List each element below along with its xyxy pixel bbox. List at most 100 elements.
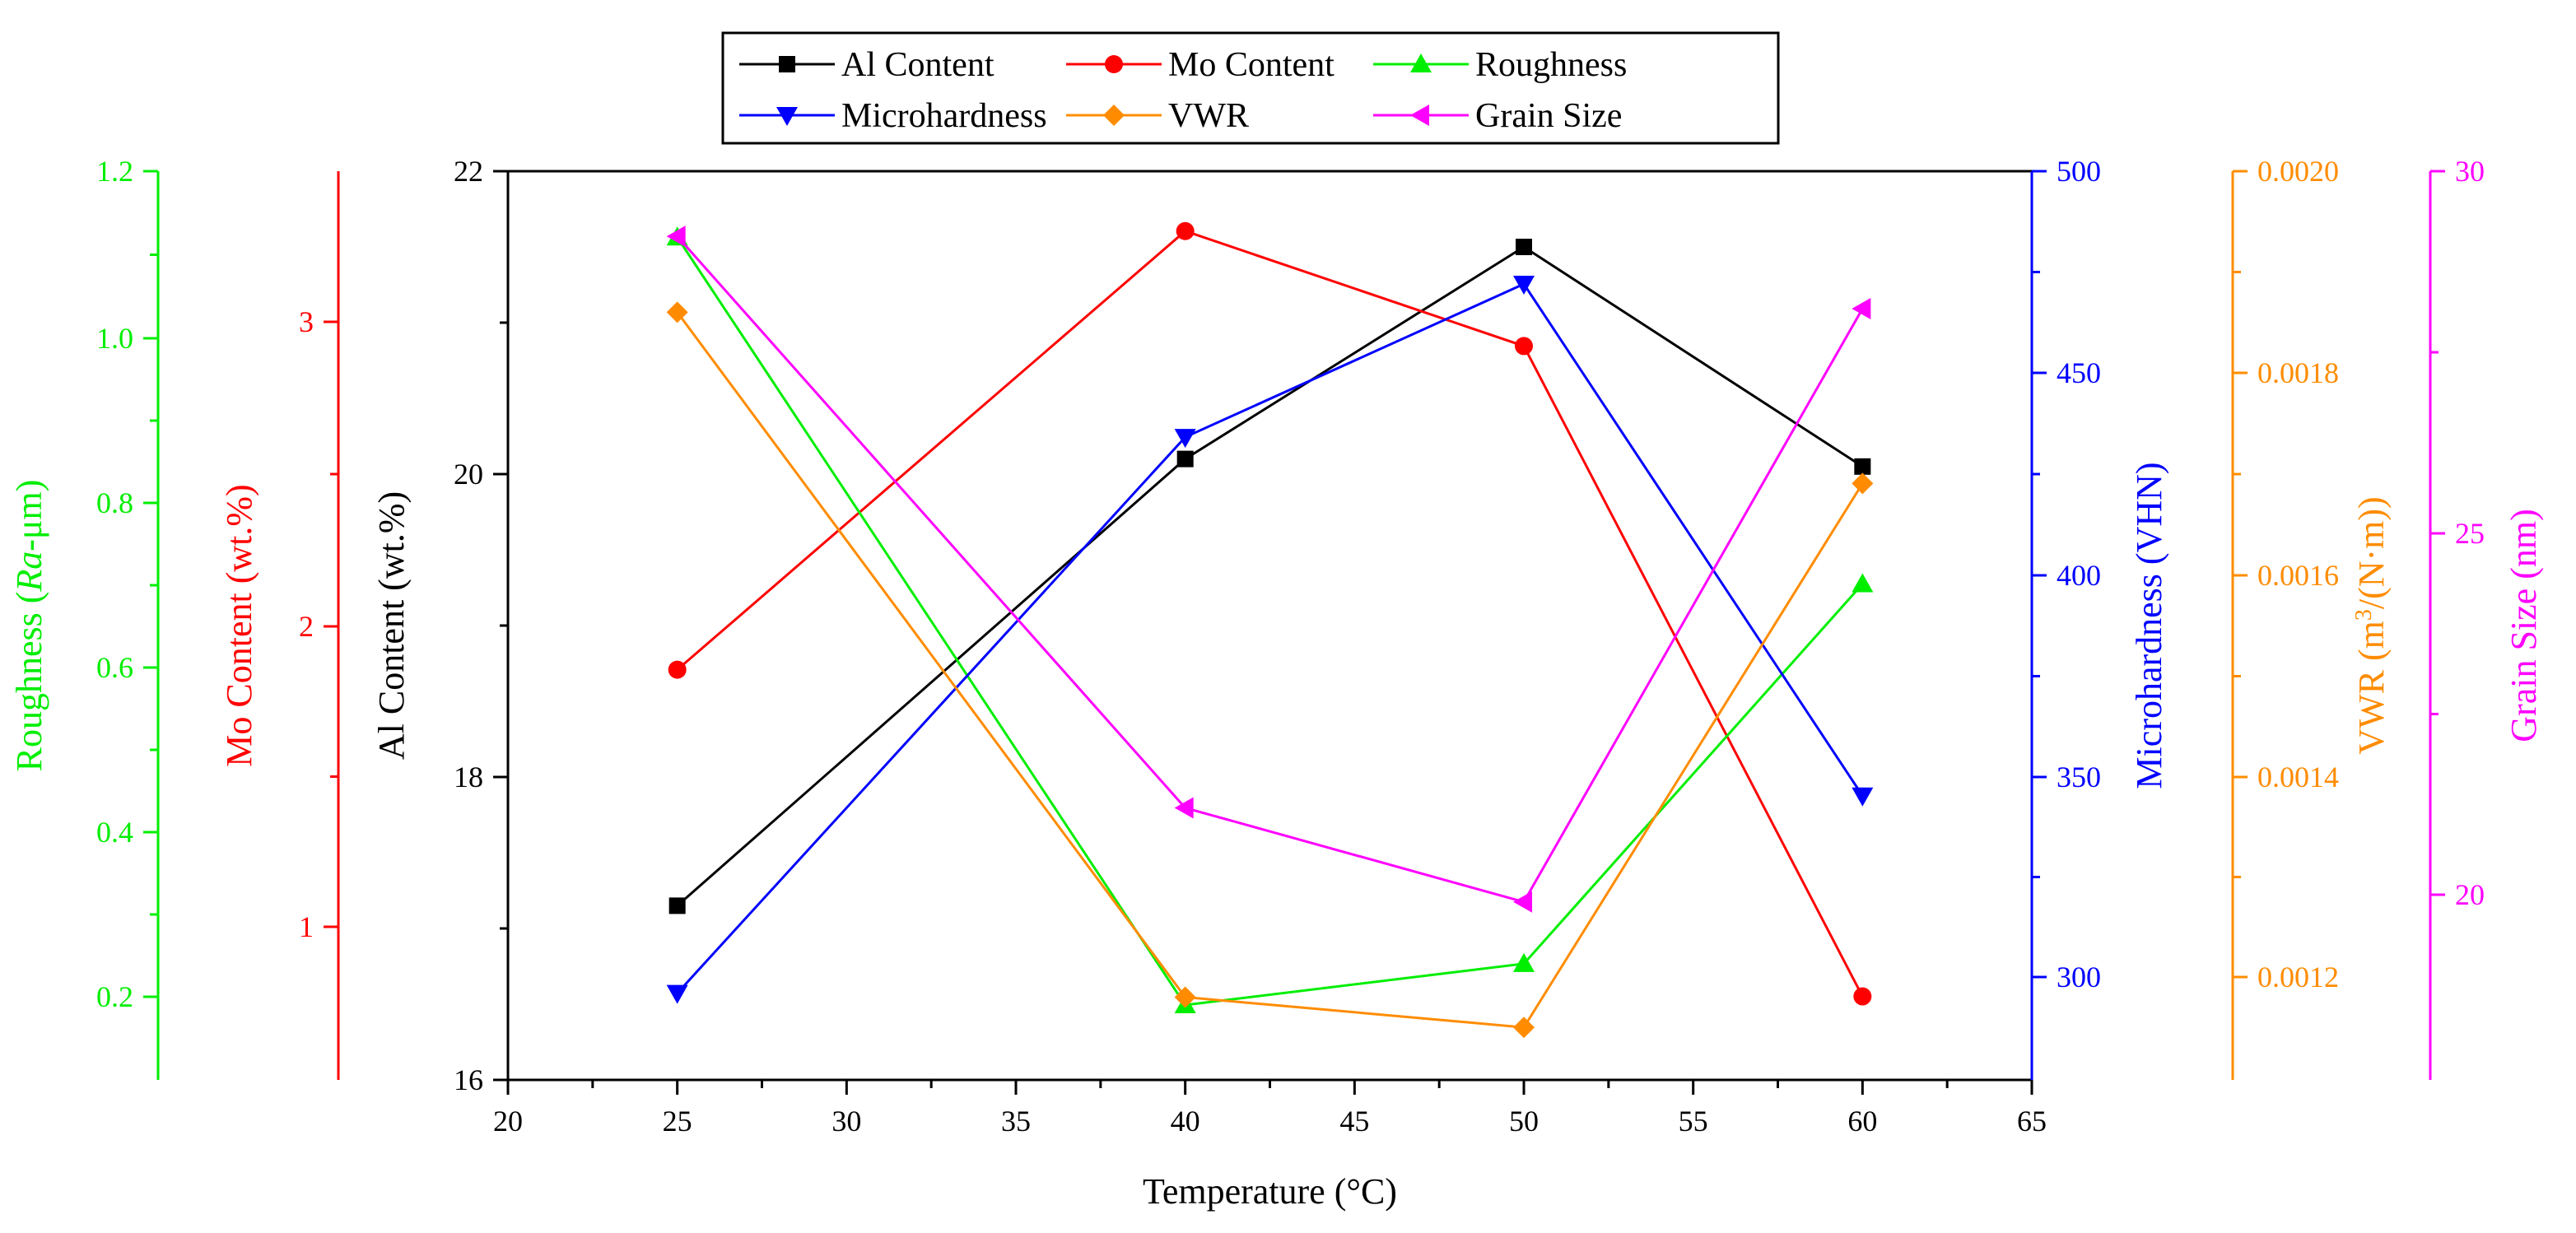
x-tick-label: 30 <box>831 1105 861 1138</box>
legend-item: Al Content <box>739 46 995 84</box>
grain-tick-label: 20 <box>2455 878 2485 911</box>
data-point <box>1852 298 1871 320</box>
x-tick-label: 40 <box>1171 1105 1200 1138</box>
series-al-content <box>668 239 1871 914</box>
series-line <box>676 235 1864 904</box>
legend-swatch-marker <box>1103 105 1125 126</box>
legend-label: Grain Size <box>1475 97 1622 135</box>
data-point <box>668 897 686 914</box>
roughness-tick-label: 0.2 <box>96 980 133 1013</box>
data-point <box>1853 987 1872 1006</box>
data-point <box>1515 337 1533 356</box>
data-point <box>1513 952 1535 972</box>
vwr-tick-label: 0.0016 <box>2257 559 2339 592</box>
series-line <box>676 282 1864 994</box>
vwr-tick-label: 0.0018 <box>2257 356 2339 389</box>
legend-box <box>721 31 1780 145</box>
x-tick-label: 55 <box>1679 1105 1708 1138</box>
vwr-axis-title: VWR (m3/(N·m)) <box>2351 496 2392 754</box>
grain-axis-title: Grain Size (nm) <box>2504 509 2544 742</box>
data-point <box>1513 891 1532 913</box>
data-point <box>1852 787 1874 807</box>
data-point <box>1513 276 1535 295</box>
legend-swatch-marker <box>1410 54 1432 72</box>
vwr-axis-title-part: VWR (m <box>2351 621 2392 755</box>
series-layer <box>666 221 1874 1039</box>
micro-tick-label: 500 <box>2057 155 2101 188</box>
legend-label: Al Content <box>841 46 995 84</box>
data-point <box>1852 573 1874 593</box>
roughness-tick-label: 1.2 <box>96 155 133 188</box>
series-line <box>676 245 1864 907</box>
x-tick-label: 20 <box>493 1105 523 1138</box>
roughness-tick-label: 1.0 <box>96 322 133 355</box>
series-line <box>676 236 1864 1007</box>
legend-swatch-marker <box>776 107 798 126</box>
roughness-axis-title-italic: Ra <box>9 551 49 593</box>
data-point <box>1516 239 1532 255</box>
al-tick-label: 16 <box>454 1063 483 1096</box>
legend-label: VWR <box>1168 97 1249 135</box>
x-tick-label: 60 <box>1847 1105 1877 1138</box>
data-point <box>1174 986 1196 1008</box>
roughness-tick-label: 0.4 <box>96 816 133 849</box>
series-microhardness <box>666 276 1874 1004</box>
al-axis-title: Al Content (wt.%) <box>371 491 412 760</box>
legend-item: Microhardness <box>739 97 1047 135</box>
data-point <box>1852 472 1874 495</box>
mo-tick-label: 2 <box>299 610 314 643</box>
x-tick-label: 50 <box>1509 1105 1539 1138</box>
mo-tick-label: 1 <box>299 910 314 943</box>
legend-swatch-marker <box>779 56 795 72</box>
data-point <box>1854 458 1871 475</box>
series-mo-content <box>668 221 1872 1006</box>
mo-tick-label: 3 <box>299 305 314 338</box>
data-point <box>666 301 688 323</box>
grain-tick-label: 25 <box>2455 517 2485 550</box>
data-point <box>666 984 688 1004</box>
micro-tick-label: 400 <box>2057 559 2101 592</box>
roughness-tick-label: 0.8 <box>96 486 133 519</box>
vwr-axis-title-part: /(N·m)) <box>2351 496 2392 609</box>
roughness-axis-title: Roughness (Ra-μm) <box>9 480 49 772</box>
legend-label: Microhardness <box>841 97 1047 135</box>
x-tick-label: 65 <box>2017 1105 2047 1138</box>
grain-tick-label: 30 <box>2455 155 2485 188</box>
legend-swatch-marker <box>1410 105 1429 126</box>
al-tick-label: 20 <box>454 458 483 491</box>
micro-tick-label: 450 <box>2057 356 2101 389</box>
legend-label: Roughness <box>1475 46 1627 84</box>
x-axis-title: Temperature (°C) <box>1143 1171 1397 1212</box>
roughness-axis-title-part: Roughness ( <box>9 592 49 772</box>
legend: Al Content Mo Content Roughness Microhardne… <box>721 31 1780 145</box>
x-tick-label: 35 <box>1001 1105 1031 1138</box>
legend-label: Mo Content <box>1168 46 1335 84</box>
data-point <box>1176 450 1194 468</box>
series-line <box>676 311 1864 1029</box>
legend-item: Mo Content <box>1066 46 1335 84</box>
series-line <box>676 230 1864 998</box>
mo-axis-title: Mo Content (wt.%) <box>219 484 259 766</box>
vwr-tick-label: 0.0014 <box>2257 761 2339 793</box>
vwr-axis-title-sup: 3 <box>2351 609 2377 621</box>
x-tick-label: 25 <box>663 1105 692 1138</box>
series-vwr <box>666 301 1874 1039</box>
vwr-tick-label: 0.0020 <box>2257 155 2339 188</box>
legend-item: Roughness <box>1373 46 1627 84</box>
legend-item: Grain Size <box>1373 97 1622 135</box>
vwr-tick-label: 0.0012 <box>2257 961 2339 993</box>
roughness-axis-title-part: -μm) <box>9 480 49 551</box>
data-point <box>668 660 687 679</box>
al-tick-label: 22 <box>454 155 483 188</box>
al-tick-label: 18 <box>454 761 483 793</box>
data-point <box>1176 221 1195 240</box>
micro-tick-label: 350 <box>2057 761 2101 793</box>
data-point <box>1174 797 1194 819</box>
x-tick-label: 45 <box>1339 1105 1369 1138</box>
series-grain-size <box>666 226 1871 913</box>
roughness-tick-label: 0.6 <box>96 651 133 684</box>
data-point <box>1513 1017 1535 1039</box>
axes-layer: 20 25 30 35 40 45 50 55 60 65 Temperature (°C) 16 18… <box>9 155 2544 1212</box>
legend-swatch-marker <box>1105 55 1123 73</box>
